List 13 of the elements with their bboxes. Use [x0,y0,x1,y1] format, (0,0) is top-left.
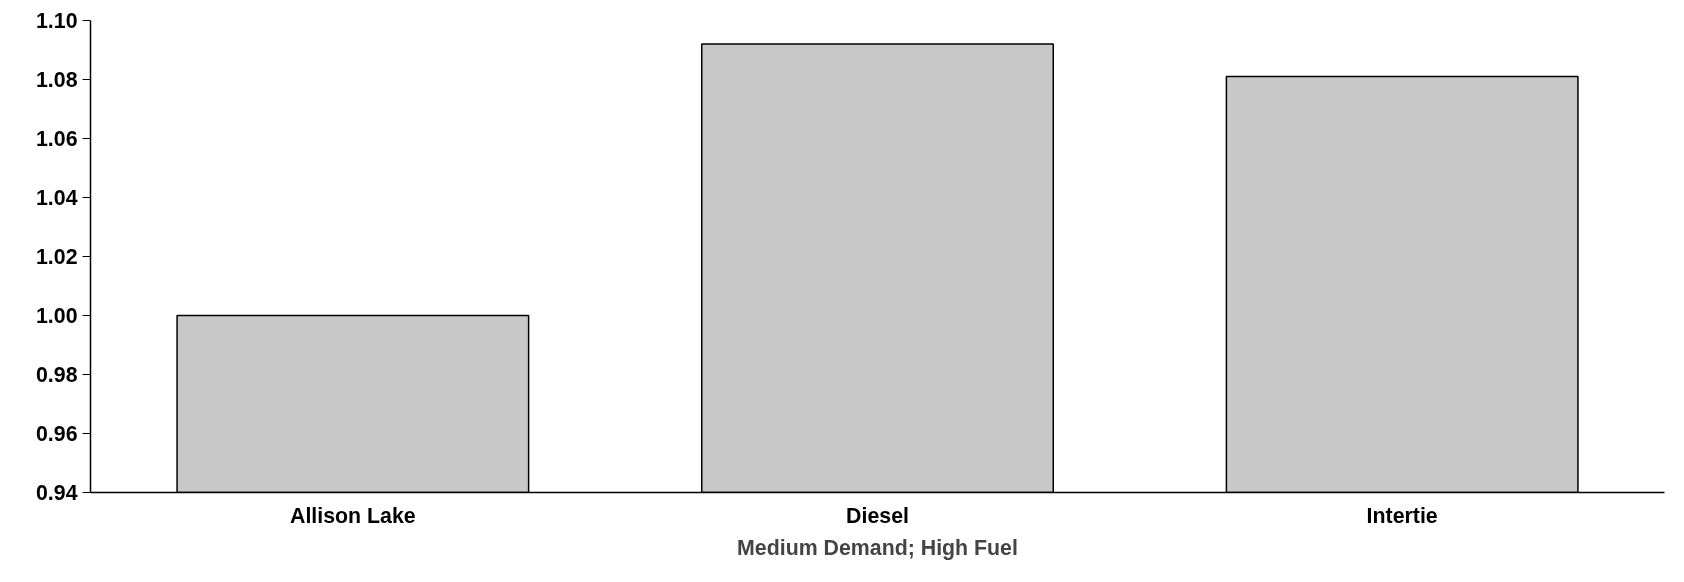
y-tick-label: 0.96 [35,422,78,446]
y-tick-label: 1.04 [35,186,78,210]
x-tick-label: Intertie [1366,503,1438,528]
x-axis-title: Medium Demand; High Fuel [737,535,1018,560]
y-tick-label: 0.98 [35,363,78,387]
y-tick-label: 1.06 [35,127,78,151]
y-tick-label: 1.10 [35,9,78,33]
x-tick-label: Allison Lake [290,503,416,528]
y-tick-label: 1.02 [35,245,78,269]
y-tick-label: 1.00 [35,304,78,328]
y-tick-label: 1.08 [35,68,78,92]
y-tick-label: 0.94 [35,481,78,505]
x-tick-label: Diesel [846,503,909,528]
